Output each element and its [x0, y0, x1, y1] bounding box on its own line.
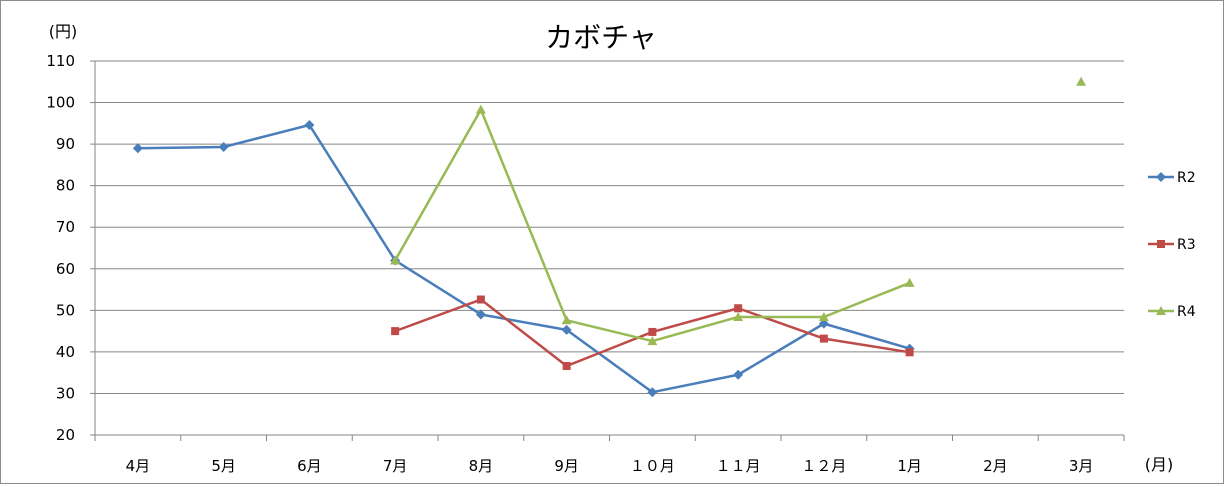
- data-point: [648, 327, 657, 336]
- legend-item-r3: R3: [1148, 237, 1196, 253]
- legend-label: R3: [1177, 237, 1196, 253]
- data-point: [818, 318, 829, 329]
- x-axis-unit-label: (月): [1145, 455, 1174, 474]
- y-axis-unit-label: (円): [49, 22, 78, 41]
- data-point: [561, 315, 572, 325]
- series-group: [132, 76, 1087, 398]
- data-point: [733, 369, 744, 380]
- y-tick-label: 100: [46, 94, 75, 112]
- data-point: [647, 336, 658, 346]
- x-tick-label: 3月: [1069, 457, 1094, 475]
- data-point: [647, 387, 658, 398]
- data-point: [904, 277, 915, 287]
- y-tick-label: 40: [56, 343, 75, 361]
- data-point: [391, 327, 400, 336]
- x-tick-label: １０月: [630, 457, 675, 475]
- legend-item-r4: R4: [1148, 304, 1196, 320]
- legend: R2 R3 R4: [1148, 170, 1196, 320]
- y-tick-label: 60: [56, 260, 75, 278]
- y-tick-label: 80: [56, 177, 75, 195]
- data-point: [818, 311, 829, 321]
- data-point: [561, 324, 572, 335]
- series-r4: [390, 76, 1087, 346]
- y-tick-label: 90: [56, 135, 75, 153]
- x-tick-label: 8月: [469, 457, 494, 475]
- axes: [90, 60, 1125, 441]
- x-tick-label: １１月: [716, 457, 761, 475]
- y-tick-label: 70: [56, 218, 75, 236]
- data-point: [304, 119, 315, 130]
- data-point: [734, 304, 743, 313]
- data-point: [1076, 76, 1087, 86]
- series-r2: [132, 119, 915, 398]
- x-tick-label: １２月: [801, 457, 846, 475]
- data-point: [819, 334, 828, 343]
- data-point: [475, 104, 486, 114]
- y-tick-label: 110: [46, 52, 75, 70]
- y-tick-label: 50: [56, 301, 75, 319]
- data-point: [475, 309, 486, 320]
- x-tick-label: 7月: [383, 457, 408, 475]
- gridlines: [95, 60, 1124, 394]
- x-tick-label: 5月: [211, 457, 236, 475]
- y-tick-label: 20: [56, 426, 75, 444]
- series-r3: [391, 295, 914, 371]
- x-tick-label: 6月: [297, 457, 322, 475]
- data-point: [733, 311, 744, 321]
- legend-marker: [1156, 172, 1166, 182]
- chart-title: カボチャ: [545, 21, 657, 54]
- legend-marker: [1156, 306, 1166, 315]
- data-point: [132, 143, 143, 154]
- legend-label: R2: [1177, 170, 1196, 186]
- data-point: [476, 295, 485, 304]
- x-tick-label: 9月: [554, 457, 579, 475]
- x-tick-label: 4月: [126, 457, 151, 475]
- tick-labels: 20 30 40 50 60 70 80 90 100 110 4月 5月 6月 7月 8月 9月 １０月 １１月…: [46, 52, 1093, 475]
- x-tick-label: 1月: [897, 457, 922, 475]
- legend-marker: [1157, 240, 1165, 248]
- data-point: [905, 348, 914, 357]
- data-point: [562, 362, 571, 371]
- data-point: [218, 142, 229, 153]
- legend-item-r2: R2: [1148, 170, 1196, 186]
- legend-label: R4: [1177, 304, 1196, 320]
- data-point: [390, 255, 401, 265]
- y-tick-label: 30: [56, 384, 75, 402]
- x-tick-label: 2月: [983, 457, 1008, 475]
- series-line: [137, 123, 910, 394]
